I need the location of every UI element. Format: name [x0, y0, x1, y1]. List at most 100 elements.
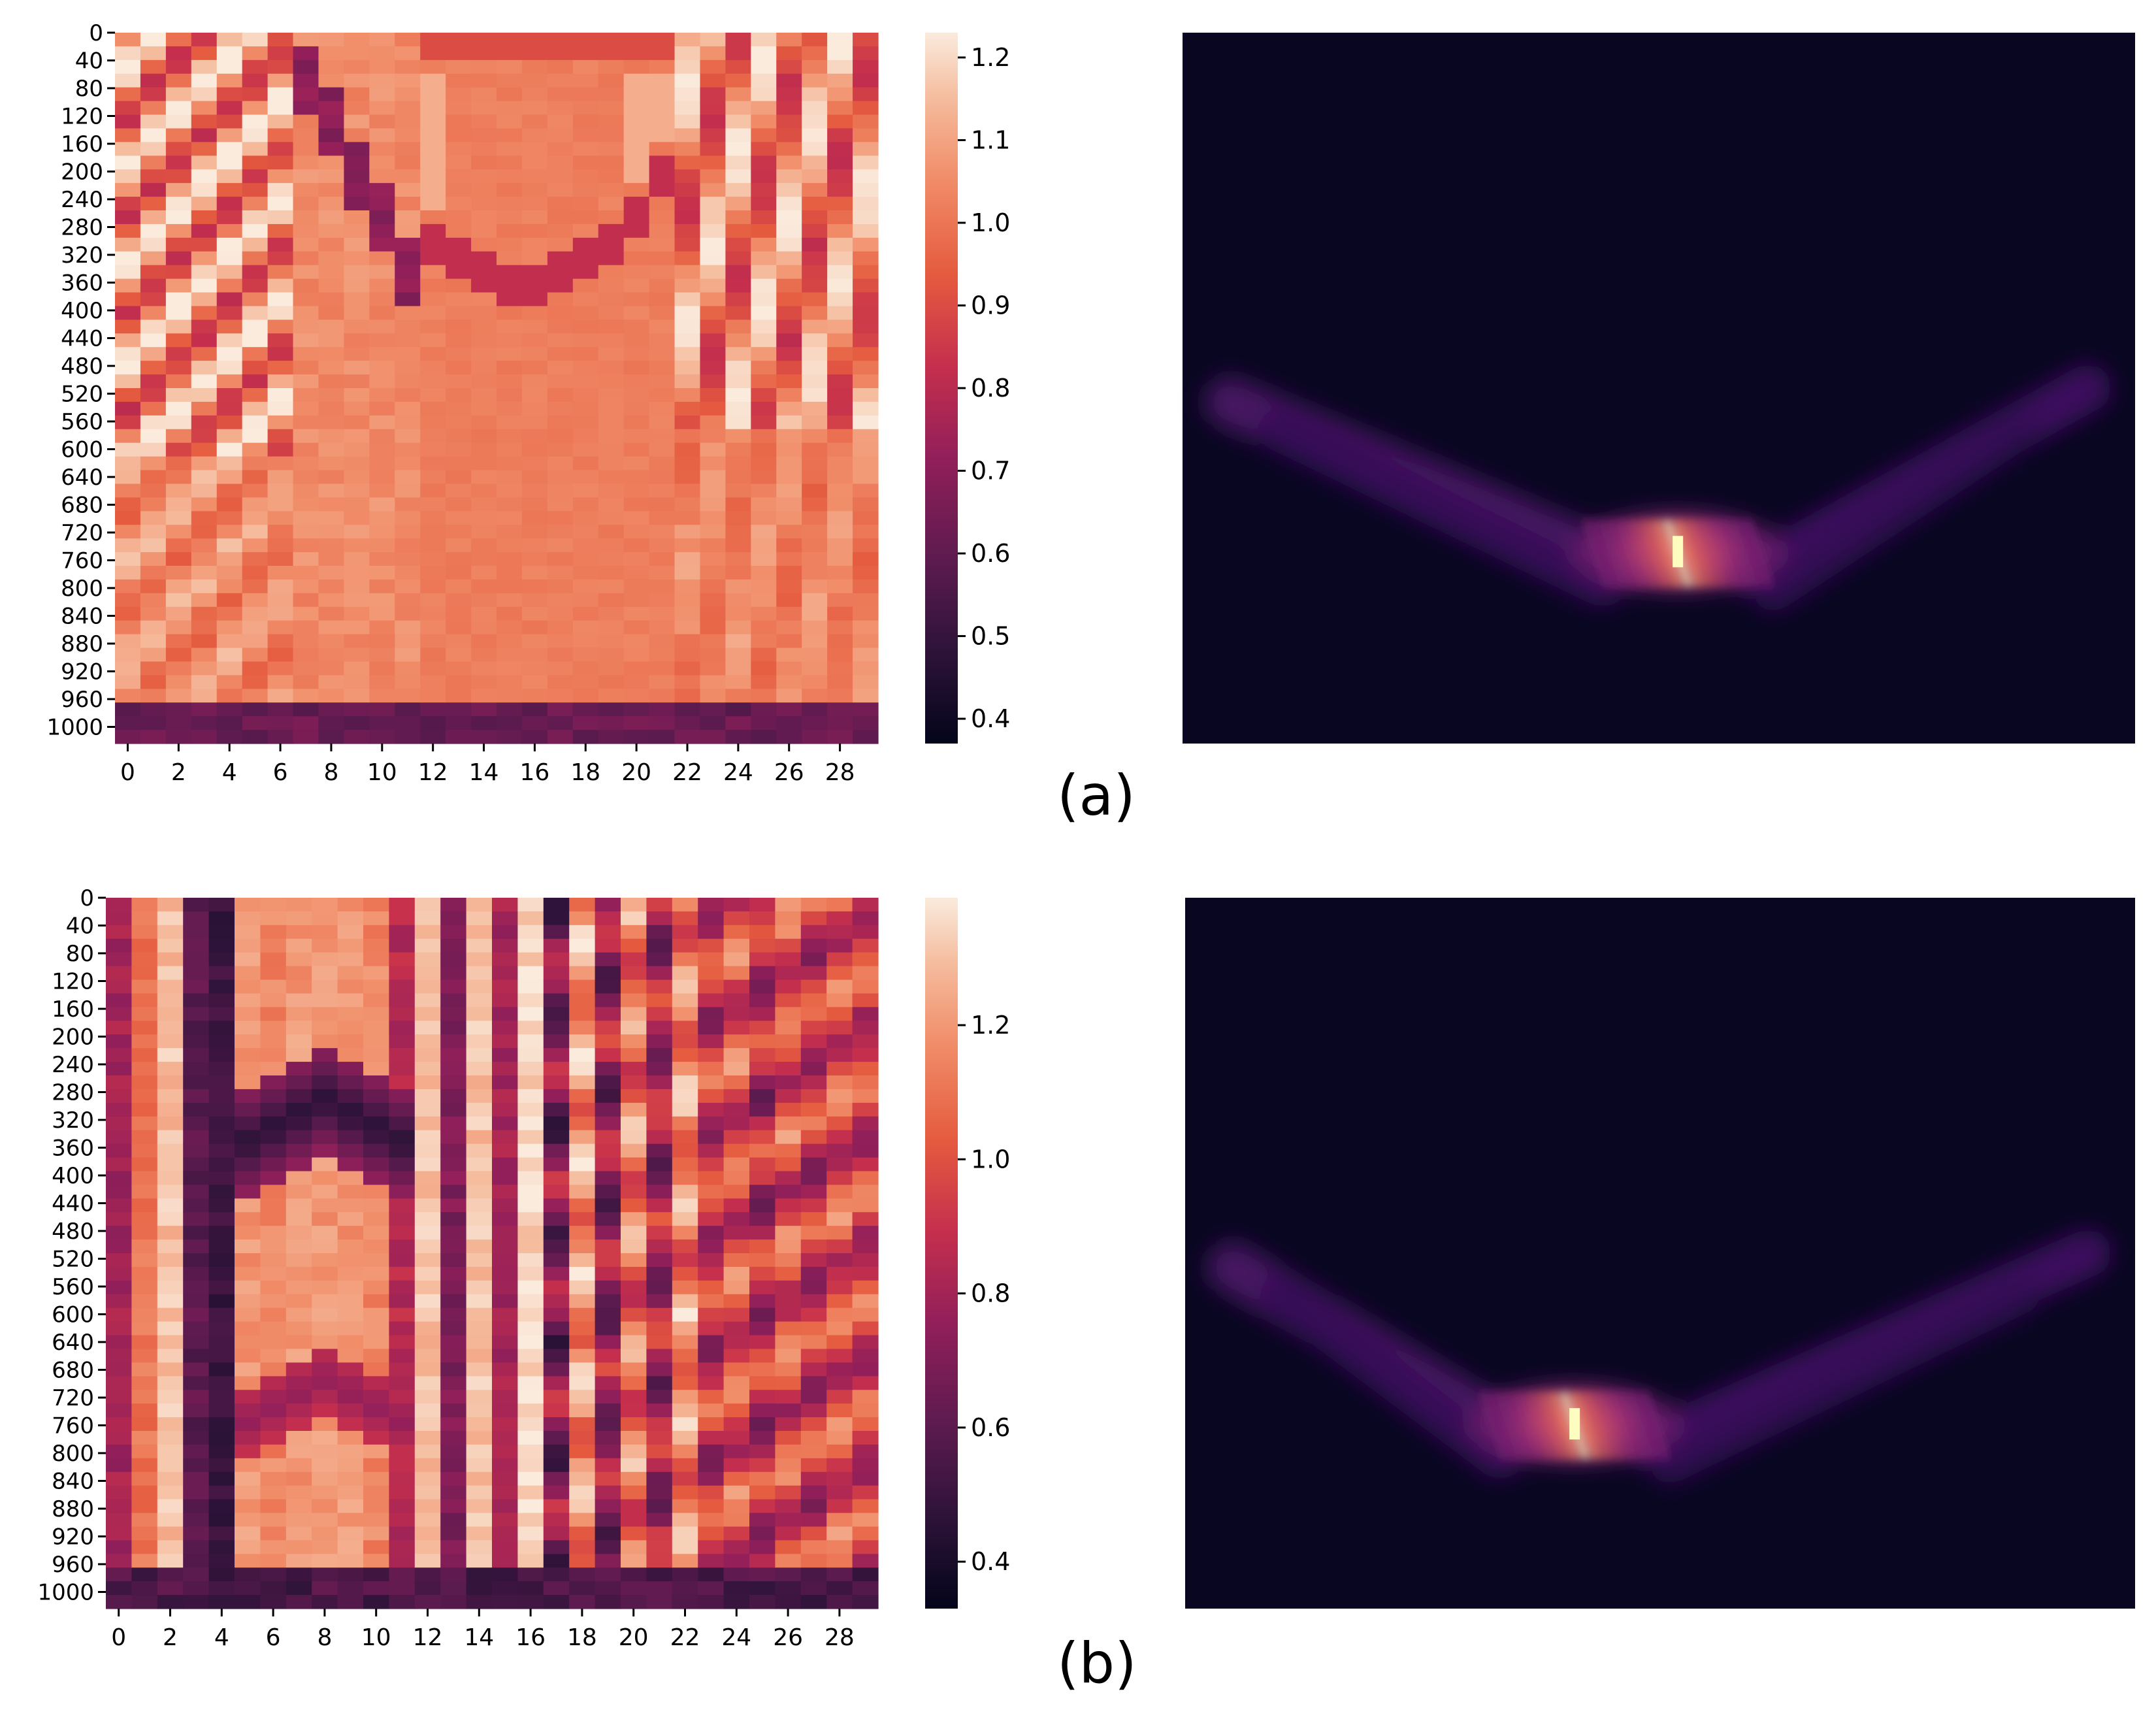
heatmap-cell: [369, 415, 395, 430]
x-tick-label: 0: [120, 759, 135, 786]
heatmap-cell: [852, 911, 879, 926]
heatmap-cell: [723, 1266, 750, 1281]
heatmap-cell: [776, 593, 802, 608]
heatmap-cell: [698, 1198, 725, 1213]
heatmap-cell: [826, 1485, 853, 1500]
heatmap-cell: [471, 33, 497, 47]
heatmap-cell: [420, 223, 446, 238]
panel-label-a: (a): [1057, 763, 1135, 828]
heatmap-cell: [131, 1171, 158, 1185]
heatmap-cell: [826, 1390, 853, 1404]
heatmap-cell: [569, 1390, 596, 1404]
heatmap-cell: [216, 306, 243, 320]
heatmap-cell: [131, 1376, 158, 1390]
heatmap-cell: [621, 1116, 647, 1131]
heatmap-cell: [649, 306, 676, 320]
heatmap-cell: [492, 1444, 518, 1459]
heatmap-cell: [235, 1143, 261, 1158]
heatmap-cell: [775, 1294, 802, 1309]
heatmap-cell: [446, 142, 472, 156]
heatmap-cell: [191, 169, 218, 184]
heatmap-cell: [414, 1185, 441, 1199]
heatmap-cell: [623, 73, 650, 88]
heatmap-cell: [521, 223, 548, 238]
heatmap-cell: [165, 183, 192, 197]
heatmap-cell: [312, 898, 338, 912]
heatmap-cell: [414, 1226, 441, 1240]
heatmap-cell: [749, 1554, 776, 1568]
heatmap-cell: [543, 1102, 570, 1117]
heatmap-cell: [698, 1376, 725, 1390]
heatmap-cell: [776, 525, 802, 539]
heatmap-cell: [208, 1021, 235, 1035]
heatmap-cell: [446, 197, 472, 211]
heatmap-cell: [623, 675, 650, 689]
heatmap-cell: [497, 320, 523, 334]
heatmap-cell: [749, 1212, 776, 1226]
heatmap-cell: [267, 525, 294, 539]
heatmap-cell: [646, 925, 673, 940]
heatmap-cell: [572, 730, 599, 744]
heatmap-cell: [853, 347, 879, 361]
heatmap-cell: [623, 59, 650, 74]
heatmap-cell: [547, 415, 574, 430]
heatmap-cell: [318, 689, 344, 703]
heatmap-cell: [318, 374, 344, 389]
heatmap-cell: [216, 579, 243, 594]
heatmap-cell: [775, 1266, 802, 1281]
heatmap-cell: [440, 1102, 467, 1117]
heatmap-cell: [749, 1143, 776, 1158]
heatmap-cell: [312, 1417, 338, 1432]
heatmap-cell: [751, 46, 777, 61]
heatmap-cell: [165, 484, 192, 498]
heatmap-cell: [191, 292, 218, 307]
heatmap-cell: [725, 169, 751, 184]
colorbar-tick-label: 0.9: [971, 291, 1010, 320]
heatmap-cell: [674, 497, 701, 512]
image-fringe: [1628, 1390, 1658, 1461]
heatmap-cell: [344, 579, 370, 594]
heatmap-cell: [312, 1143, 338, 1158]
heatmap-cell: [216, 114, 243, 129]
heatmap-cell: [208, 1349, 235, 1363]
heatmap-cell: [440, 1021, 467, 1035]
heatmap-cell: [183, 1321, 210, 1336]
heatmap-cell: [598, 716, 625, 730]
heatmap-cell: [802, 388, 828, 402]
heatmap-cell: [547, 552, 574, 566]
heatmap-cell: [775, 1143, 802, 1158]
heatmap-cell: [826, 1212, 853, 1226]
heatmap-cell: [800, 1554, 827, 1568]
heatmap-cell: [369, 210, 395, 225]
heatmap-cell: [853, 470, 879, 485]
y-tick-label: 240: [61, 187, 103, 213]
heatmap-cell: [157, 1048, 184, 1062]
heatmap-cell: [165, 661, 192, 676]
heatmap-cell: [440, 1048, 467, 1062]
heatmap-cell: [800, 993, 827, 1008]
image-fringe: [1605, 1390, 1635, 1461]
heatmap-cell: [344, 661, 370, 676]
heatmap-cell: [827, 415, 853, 430]
heatmap-cell: [191, 197, 218, 211]
heatmap-cell: [208, 1403, 235, 1418]
heatmap-cell: [649, 46, 676, 61]
heatmap-cell: [420, 470, 446, 485]
heatmap-cell: [800, 1376, 827, 1390]
heatmap-cell: [235, 1239, 261, 1254]
heatmap-cell: [260, 1417, 287, 1432]
heatmap-cell: [623, 689, 650, 703]
heatmap-cell: [318, 333, 344, 348]
heatmap-cell: [497, 333, 523, 348]
heatmap-cell: [191, 415, 218, 430]
heatmap-cell: [440, 1253, 467, 1268]
heatmap-cell: [751, 661, 777, 676]
heatmap-cell: [698, 1362, 725, 1377]
heatmap-cell: [183, 925, 210, 940]
heatmap-cell: [286, 979, 312, 994]
heatmap-cell: [725, 525, 751, 539]
heatmap-cell: [106, 979, 132, 994]
heatmap-cell: [543, 1143, 570, 1158]
heatmap-cell: [363, 993, 389, 1008]
heatmap-cell: [235, 925, 261, 940]
